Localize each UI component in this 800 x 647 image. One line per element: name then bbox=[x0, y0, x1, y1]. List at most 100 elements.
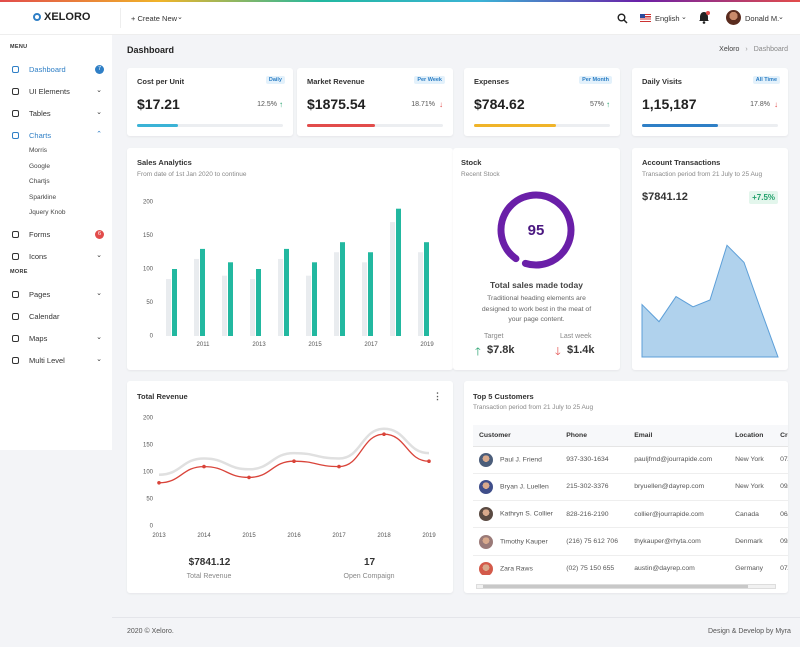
stat-card: Cost per Unit Daily $17.21 12.5% ↑ bbox=[127, 68, 293, 136]
stat-arrow: ↑ bbox=[606, 100, 610, 109]
more-menu[interactable]: ⋮ bbox=[433, 391, 442, 401]
cell-text: 937-330-1634 bbox=[566, 456, 609, 463]
submenu-item[interactable]: Google bbox=[29, 162, 50, 170]
stat-tag: Per Month bbox=[579, 76, 612, 84]
table-cell: (216) 75 612 706 bbox=[566, 527, 635, 556]
table-cell: 215-302-3376 bbox=[566, 473, 635, 502]
progress-track bbox=[307, 124, 443, 127]
table-cell: 09/12, bbox=[780, 473, 788, 502]
table-wrap: CustomerPhoneEmailLocationCreatPaul J. F… bbox=[473, 425, 788, 575]
avatar bbox=[479, 479, 493, 494]
submenu-item[interactable]: Morris bbox=[29, 147, 48, 154]
stat-change: 57% bbox=[589, 101, 604, 108]
menu-item[interactable]: Pages ⌄ bbox=[0, 288, 112, 302]
stat-change: 12.5% bbox=[257, 101, 277, 108]
card-subtitle: From date of 1st Jan 2020 to continue bbox=[137, 171, 247, 178]
stat-tag: All Time bbox=[752, 76, 780, 84]
stock-heading: Total sales made today bbox=[490, 280, 583, 290]
submenu-item[interactable]: Sparkline bbox=[29, 193, 57, 201]
summary-label: Open Compaign bbox=[343, 573, 395, 580]
stat-change: 17.8% bbox=[750, 101, 770, 108]
cell-text: Bryan J. Luellen bbox=[500, 483, 549, 491]
card-subtitle: Recent Stock bbox=[461, 171, 500, 178]
chevron: ⌄ bbox=[681, 14, 687, 21]
progress-bar bbox=[474, 124, 556, 127]
stat-tag: Per Week bbox=[414, 76, 445, 84]
divider bbox=[120, 8, 121, 28]
table-header: CustomerPhoneEmailLocationCreat bbox=[473, 425, 788, 447]
menu-item[interactable]: Forms 6 bbox=[0, 228, 112, 242]
table-cell: Germany bbox=[735, 555, 781, 575]
last-week-value: $1.4k bbox=[567, 344, 595, 356]
cell-text: 828-216-2190 bbox=[566, 510, 609, 518]
language[interactable]: English bbox=[655, 14, 680, 23]
customers-table: CustomerPhoneEmailLocationCreatPaul J. F… bbox=[473, 425, 788, 575]
menu-icon bbox=[12, 356, 19, 364]
menu-heading: MENU bbox=[10, 44, 28, 50]
column-header: Creat bbox=[780, 425, 788, 447]
stat-card: Daily Visits All Time 1,15,187 17.8% ↓ bbox=[632, 68, 788, 136]
stat-change: 18.71% bbox=[411, 101, 435, 108]
progress-bar bbox=[307, 124, 375, 127]
cell-text: Denmark bbox=[735, 537, 763, 545]
progress-bar bbox=[137, 124, 178, 127]
cell-text: (02) 75 150 655 bbox=[566, 565, 615, 573]
table-row: Zara Raws (02) 75 150 655 austin@dayrep.co… bbox=[473, 555, 788, 575]
logo-icon bbox=[33, 13, 41, 21]
avatar bbox=[479, 534, 493, 549]
menu-item[interactable]: Tables ⌄ bbox=[0, 107, 112, 121]
menu-item[interactable]: Charts ⌃ bbox=[0, 129, 112, 143]
stat-title: Cost per Unit bbox=[137, 77, 185, 86]
account-card: Account Transactions Transaction period … bbox=[632, 148, 788, 370]
create-new[interactable]: + Create New bbox=[131, 14, 178, 23]
breadcrumb-item: Dashboard bbox=[753, 46, 788, 53]
page-title: Dashboard bbox=[127, 45, 175, 55]
card-subtitle: Transaction period from 21 July to 25 Au… bbox=[642, 171, 763, 178]
breadcrumb-item[interactable]: Xeloro bbox=[719, 46, 740, 53]
user-name[interactable]: Donald M. bbox=[745, 14, 780, 23]
arrow-down: 🡓 bbox=[555, 346, 561, 358]
target-label: Target bbox=[484, 333, 504, 340]
card-subtitle: Transaction period from 21 July to 25 Au… bbox=[473, 404, 594, 411]
menu-item[interactable]: Calendar bbox=[0, 310, 112, 324]
menu-icon bbox=[12, 312, 19, 320]
target-value: $7.8k bbox=[487, 344, 515, 356]
chevron: ⌄ bbox=[96, 333, 102, 341]
stat-tag: Daily bbox=[265, 76, 285, 84]
cell-text: New York bbox=[735, 483, 764, 491]
stat-title: Daily Visits bbox=[642, 77, 682, 86]
submenu-item[interactable]: Jquery Knob bbox=[29, 209, 66, 216]
summary-value: 17 bbox=[363, 557, 376, 568]
submenu-item[interactable]: Chartjs bbox=[29, 178, 50, 185]
scrollbar[interactable] bbox=[476, 584, 776, 589]
cell-text: thykauper@rhyta.com bbox=[634, 537, 701, 545]
menu-icon bbox=[12, 88, 19, 95]
chevron: ⌄ bbox=[96, 251, 102, 259]
stat-card: Expenses Per Month $784.62 57% ↑ bbox=[464, 68, 620, 136]
menu-item[interactable]: Dashboard 7 bbox=[0, 63, 112, 77]
cell-text: austin@dayrep.com bbox=[634, 565, 695, 573]
table-cell: 07/07/ bbox=[780, 446, 788, 474]
table-cell: 828-216-2190 bbox=[566, 500, 635, 529]
user-avatar[interactable] bbox=[726, 10, 741, 25]
cell-text: Germany bbox=[735, 565, 764, 573]
menu-item[interactable]: UI Elements ⌄ bbox=[0, 85, 112, 99]
avatar bbox=[479, 507, 493, 522]
menu-item[interactable]: Maps ⌄ bbox=[0, 332, 112, 346]
table-row: Kathryn S. Collier 828-216-2190 collier@jo… bbox=[473, 500, 788, 529]
avatar bbox=[479, 561, 493, 575]
chevron: ⌄ bbox=[177, 14, 183, 21]
menu-label: Forms bbox=[29, 229, 51, 239]
flag bbox=[640, 14, 651, 22]
column-header: Customer bbox=[473, 425, 567, 447]
table-row: Timothy Kauper (216) 75 612 706 thykauper@… bbox=[473, 527, 788, 556]
bell-icon[interactable] bbox=[698, 11, 710, 24]
menu-item[interactable]: Multi Level ⌄ bbox=[0, 354, 112, 368]
cell-text: collier@jourrapide.com bbox=[634, 510, 704, 518]
card-title: Account Transactions bbox=[642, 158, 721, 167]
card-title: Sales Analytics bbox=[137, 158, 192, 167]
avatar bbox=[479, 452, 493, 467]
search-icon[interactable] bbox=[617, 13, 628, 24]
menu-item[interactable]: Icons ⌄ bbox=[0, 250, 112, 264]
